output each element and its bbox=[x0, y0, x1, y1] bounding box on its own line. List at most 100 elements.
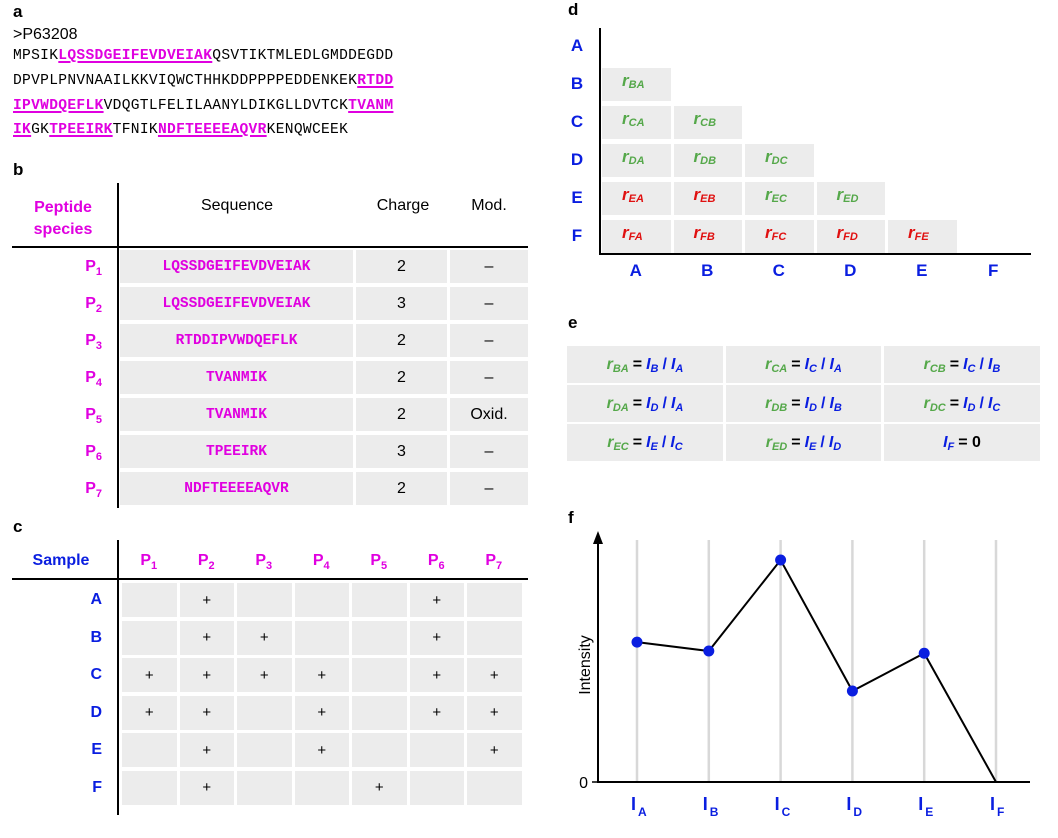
sequence-segment: QSVTIKTMLEDLGMDDEGDD bbox=[212, 48, 394, 64]
ratio-subscript: BA bbox=[628, 78, 645, 91]
sequence-line: DPVPLPNVNAAILKKVIQWCTHHKDDPPPPEDDENKEKRT… bbox=[13, 73, 393, 89]
presence-cell: + bbox=[409, 695, 464, 730]
ratio-symbol: r bbox=[836, 222, 844, 242]
peptide-sequence: TVANMIK bbox=[120, 361, 353, 394]
sequence-line: IKGKTPEEIRKTFNIKNDFTEEEEAQVRKENQWCEEK bbox=[13, 122, 348, 138]
peptide-modification: – bbox=[450, 361, 528, 394]
ratio-cell: r DB bbox=[673, 144, 742, 177]
ratio-subscript: FC bbox=[771, 230, 787, 243]
ratio-cell: r DA bbox=[602, 144, 671, 177]
denominator: I bbox=[829, 355, 834, 373]
sequence-segment: MPSIK bbox=[13, 48, 59, 64]
data-point bbox=[775, 554, 787, 566]
ratio-subscript: CA bbox=[628, 116, 645, 129]
denominator-subscript: C bbox=[674, 440, 683, 453]
y-tick-label: 0 bbox=[579, 775, 588, 792]
sequence-segment: VDQGTLFELILAANYLDIKGLLDVTCK bbox=[103, 98, 349, 114]
peptide-modification: – bbox=[450, 250, 528, 283]
slash: / bbox=[661, 433, 667, 451]
x-tick-label: I bbox=[631, 794, 636, 814]
matrix-row-label: C bbox=[570, 112, 584, 131]
peptide-number: 6 bbox=[95, 450, 102, 463]
panel-label-b: b bbox=[13, 160, 24, 179]
presence-cell bbox=[294, 620, 349, 655]
denominator: I bbox=[670, 355, 676, 373]
matrix-column-label: F bbox=[988, 261, 999, 280]
peptide-number: 3 bbox=[95, 339, 102, 352]
intensity-subscript: F bbox=[947, 440, 955, 453]
ratio-subscript: EA bbox=[628, 192, 644, 205]
column-divider bbox=[117, 540, 119, 815]
presence-cell: + bbox=[122, 658, 177, 692]
y-axis-arrow bbox=[593, 531, 603, 544]
peptide-letter: P bbox=[312, 552, 324, 569]
ratio-subscript: EB bbox=[700, 192, 716, 205]
peptide-highlight: LQSSDGEIFEVDVEIAK bbox=[58, 48, 213, 64]
column-divider bbox=[117, 183, 119, 508]
ratio-symbol: r bbox=[836, 184, 844, 204]
protein-accession: >P63208 bbox=[13, 26, 78, 43]
sample-label: E bbox=[91, 741, 102, 758]
sequence-segment: KENQWCEEK bbox=[266, 122, 349, 138]
peptide-number: 4 bbox=[323, 560, 330, 572]
presence-cell: + bbox=[294, 658, 349, 692]
ratio-subscript: FE bbox=[914, 230, 929, 243]
ratio-symbol: r bbox=[923, 394, 930, 412]
header-rule bbox=[12, 578, 528, 580]
ratio-subscript: DA bbox=[628, 154, 645, 167]
matrix-row-label: B bbox=[570, 74, 584, 93]
ratio-subscript: ED bbox=[771, 440, 788, 453]
peptide-charge: 2 bbox=[356, 398, 447, 431]
ratio-definition-cell: r DA = I D / I A bbox=[567, 385, 723, 422]
presence-cell bbox=[237, 583, 292, 617]
matrix-column-label: B bbox=[701, 261, 714, 280]
denominator-subscript: B bbox=[992, 362, 1001, 375]
presence-cell: + bbox=[409, 620, 464, 655]
slash: / bbox=[821, 355, 826, 373]
peptide-highlight: TPEEIRK bbox=[49, 122, 113, 138]
peptide-number: 3 bbox=[266, 560, 273, 572]
denominator: I bbox=[670, 394, 676, 412]
ratio-subscript: EC bbox=[771, 192, 787, 205]
matrix-column-label: E bbox=[916, 261, 928, 280]
ratio-symbol: r bbox=[607, 433, 614, 451]
presence-cell bbox=[352, 733, 407, 767]
presence-cell: + bbox=[179, 658, 234, 692]
ratio-cell: r EB bbox=[673, 182, 742, 215]
peptide-sequence: LQSSDGEIFEVDVEIAK bbox=[120, 250, 353, 283]
ratio-symbol: r bbox=[622, 222, 629, 242]
equals-sign: = bbox=[949, 355, 960, 373]
peptide-charge: 2 bbox=[356, 250, 447, 283]
x-tick-subscript: C bbox=[782, 805, 791, 819]
x-tick-label: I bbox=[990, 794, 995, 814]
ratio-symbol: r bbox=[908, 222, 915, 242]
peptide-highlight: RTDD bbox=[357, 73, 394, 89]
presence-cell bbox=[352, 658, 407, 692]
matrix-row-label: F bbox=[571, 226, 583, 245]
presence-cell: + bbox=[409, 658, 464, 692]
peptide-number: 7 bbox=[95, 487, 102, 500]
denominator: I bbox=[987, 355, 993, 373]
header-rule bbox=[12, 246, 528, 248]
presence-cell bbox=[122, 620, 177, 655]
numerator: I bbox=[804, 394, 810, 412]
equals-sign: = bbox=[791, 355, 801, 373]
peptide-highlight: TVANM bbox=[348, 98, 394, 114]
denominator-subscript: C bbox=[992, 401, 1001, 414]
sequence-line: IPVWDQEFLKVDQGTLFELILAANYLDIKGLLDVTCKTVA… bbox=[13, 98, 393, 114]
numerator-subscript: B bbox=[650, 362, 659, 375]
numerator-subscript: D bbox=[809, 401, 817, 414]
presence-cell bbox=[409, 733, 464, 767]
ratio-symbol: r bbox=[622, 184, 629, 204]
ratio-cell: r FA bbox=[602, 220, 671, 253]
denominator: I bbox=[987, 394, 993, 412]
peptide-letter: P bbox=[255, 552, 267, 569]
ratio-definition-cell: r DC = I D / I C bbox=[884, 385, 1040, 422]
presence-cell: + bbox=[179, 620, 234, 655]
presence-cell: + bbox=[122, 695, 177, 730]
numerator-subscript: D bbox=[650, 401, 659, 414]
presence-cell: + bbox=[409, 583, 464, 617]
